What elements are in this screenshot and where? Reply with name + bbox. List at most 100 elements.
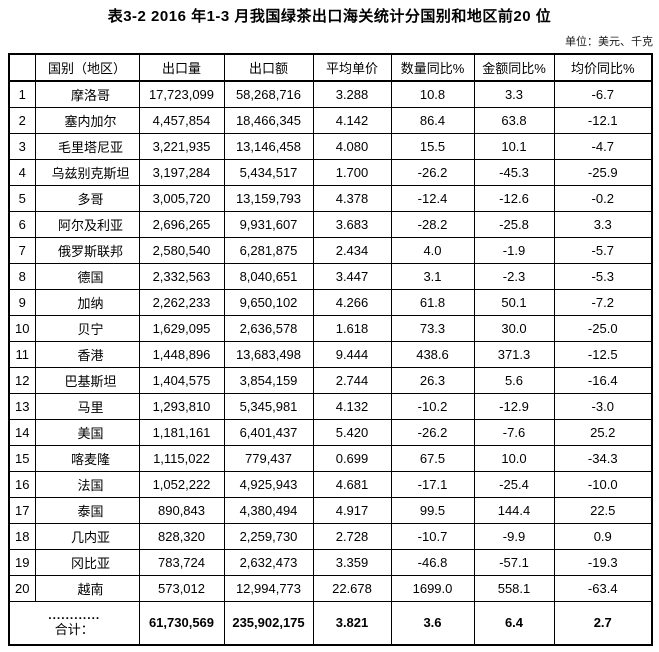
country-cell: 毛里塔尼亚 bbox=[34, 132, 140, 160]
volume-yoy-cell: 4.0 bbox=[390, 236, 475, 264]
volume-cell: 1,052,222 bbox=[138, 470, 225, 498]
volume-yoy-cell: -10.2 bbox=[390, 392, 475, 420]
volume-yoy-cell: -26.2 bbox=[390, 418, 475, 446]
volume-yoy-cell: 3.1 bbox=[390, 262, 475, 290]
header-country: 国别（地区） bbox=[34, 53, 140, 82]
price-yoy-cell: -25.9 bbox=[553, 158, 653, 186]
table-body: 1 摩洛哥 17,723,099 58,268,716 3.288 10.8 3.3 -6.7… bbox=[8, 80, 653, 602]
unit-note: 单位：美元、千克 bbox=[565, 36, 653, 48]
total-volume-cell: 61,730,569 bbox=[138, 600, 225, 646]
value-yoy-cell: 30.0 bbox=[473, 314, 555, 342]
price-cell: 2.434 bbox=[312, 236, 392, 264]
total-label-cell: ............ 合计： bbox=[8, 600, 140, 646]
price-yoy-cell: 25.2 bbox=[553, 418, 653, 446]
table-row: 14 美国 1,181,161 6,401,437 5.420 -26.2 -7.6 25.2 bbox=[8, 418, 653, 446]
value-yoy-cell: -12.9 bbox=[473, 392, 555, 420]
header-export-volume: 出口量 bbox=[138, 53, 225, 82]
rank-cell: 3 bbox=[8, 132, 36, 160]
value-cell: 6,401,437 bbox=[223, 418, 314, 446]
value-cell: 12,994,773 bbox=[223, 574, 314, 602]
value-yoy-cell: -12.6 bbox=[473, 184, 555, 212]
volume-yoy-cell: 67.5 bbox=[390, 444, 475, 472]
rank-cell: 8 bbox=[8, 262, 36, 290]
volume-cell: 573,012 bbox=[138, 574, 225, 602]
header-rank bbox=[8, 53, 36, 82]
rank-cell: 18 bbox=[8, 522, 36, 550]
value-yoy-cell: 144.4 bbox=[473, 496, 555, 524]
value-cell: 13,146,458 bbox=[223, 132, 314, 160]
volume-cell: 3,221,935 bbox=[138, 132, 225, 160]
volume-cell: 1,448,896 bbox=[138, 340, 225, 368]
volume-yoy-cell: -10.7 bbox=[390, 522, 475, 550]
value-cell: 18,466,345 bbox=[223, 106, 314, 134]
country-cell: 贝宁 bbox=[34, 314, 140, 342]
value-cell: 9,931,607 bbox=[223, 210, 314, 238]
country-cell: 摩洛哥 bbox=[34, 80, 140, 108]
price-yoy-cell: -25.0 bbox=[553, 314, 653, 342]
table-row: 8 德国 2,332,563 8,040,651 3.447 3.1 -2.3 -5.3 bbox=[8, 262, 653, 290]
volume-cell: 1,181,161 bbox=[138, 418, 225, 446]
price-cell: 22.678 bbox=[312, 574, 392, 602]
volume-cell: 17,723,099 bbox=[138, 80, 225, 108]
value-cell: 58,268,716 bbox=[223, 80, 314, 108]
country-cell: 法国 bbox=[34, 470, 140, 498]
volume-yoy-cell: -26.2 bbox=[390, 158, 475, 186]
price-yoy-cell: 0.9 bbox=[553, 522, 653, 550]
rank-cell: 1 bbox=[8, 80, 36, 108]
total-value-yoy-cell: 6.4 bbox=[473, 600, 555, 646]
volume-yoy-cell: -12.4 bbox=[390, 184, 475, 212]
header-value-yoy: 金额同比% bbox=[473, 53, 555, 82]
table-row: 1 摩洛哥 17,723,099 58,268,716 3.288 10.8 3.3 -6.7 bbox=[8, 80, 653, 108]
price-yoy-cell: -34.3 bbox=[553, 444, 653, 472]
value-yoy-cell: -57.1 bbox=[473, 548, 555, 576]
price-cell: 0.699 bbox=[312, 444, 392, 472]
country-cell: 加纳 bbox=[34, 288, 140, 316]
volume-cell: 2,580,540 bbox=[138, 236, 225, 264]
table-row: 17 泰国 890,843 4,380,494 4.917 99.5 144.4 22.5 bbox=[8, 496, 653, 524]
table-row: 16 法国 1,052,222 4,925,943 4.681 -17.1 -25.4 -10… bbox=[8, 470, 653, 498]
value-yoy-cell: 50.1 bbox=[473, 288, 555, 316]
table-row: 20 越南 573,012 12,994,773 22.678 1699.0 558.1 -6… bbox=[8, 574, 653, 602]
table-footer: ............ 合计： 61,730,569 235,902,175 … bbox=[8, 600, 653, 646]
volume-yoy-cell: 61.8 bbox=[390, 288, 475, 316]
price-yoy-cell: 3.3 bbox=[553, 210, 653, 238]
price-yoy-cell: -16.4 bbox=[553, 366, 653, 394]
header-export-value: 出口额 bbox=[223, 53, 314, 82]
volume-yoy-cell: -46.8 bbox=[390, 548, 475, 576]
value-yoy-cell: 10.0 bbox=[473, 444, 555, 472]
header-row: 国别（地区） 出口量 出口额 平均单价 数量同比% 金额同比% 均价同比% bbox=[8, 53, 653, 82]
table-row: 3 毛里塔尼亚 3,221,935 13,146,458 4.080 15.5 10.1 -4… bbox=[8, 132, 653, 160]
table-row: 15 喀麦隆 1,115,022 779,437 0.699 67.5 10.0 -34.3 bbox=[8, 444, 653, 472]
value-cell: 9,650,102 bbox=[223, 288, 314, 316]
price-yoy-cell: -5.7 bbox=[553, 236, 653, 264]
value-cell: 3,854,159 bbox=[223, 366, 314, 394]
rank-cell: 14 bbox=[8, 418, 36, 446]
price-cell: 4.132 bbox=[312, 392, 392, 420]
volume-cell: 1,293,810 bbox=[138, 392, 225, 420]
price-yoy-cell: -5.3 bbox=[553, 262, 653, 290]
volume-cell: 2,332,563 bbox=[138, 262, 225, 290]
country-cell: 德国 bbox=[34, 262, 140, 290]
header-price-yoy: 均价同比% bbox=[553, 53, 653, 82]
price-yoy-cell: -12.1 bbox=[553, 106, 653, 134]
value-cell: 4,925,943 bbox=[223, 470, 314, 498]
value-yoy-cell: -25.8 bbox=[473, 210, 555, 238]
volume-cell: 3,197,284 bbox=[138, 158, 225, 186]
header-avg-price: 平均单价 bbox=[312, 53, 392, 82]
price-yoy-cell: -12.5 bbox=[553, 340, 653, 368]
rank-cell: 15 bbox=[8, 444, 36, 472]
volume-yoy-cell: -28.2 bbox=[390, 210, 475, 238]
value-cell: 2,632,473 bbox=[223, 548, 314, 576]
value-yoy-cell: 558.1 bbox=[473, 574, 555, 602]
value-cell: 779,437 bbox=[223, 444, 314, 472]
value-yoy-cell: -1.9 bbox=[473, 236, 555, 264]
value-cell: 2,636,578 bbox=[223, 314, 314, 342]
volume-yoy-cell: -17.1 bbox=[390, 470, 475, 498]
price-yoy-cell: -3.0 bbox=[553, 392, 653, 420]
table-row: 10 贝宁 1,629,095 2,636,578 1.618 73.3 30.0 -25.0 bbox=[8, 314, 653, 342]
table-row: 5 多哥 3,005,720 13,159,793 4.378 -12.4 -12.6 -0.… bbox=[8, 184, 653, 212]
country-cell: 喀麦隆 bbox=[34, 444, 140, 472]
total-price-yoy-cell: 2.7 bbox=[553, 600, 653, 646]
total-dots: ............ bbox=[48, 607, 101, 622]
rank-cell: 11 bbox=[8, 340, 36, 368]
